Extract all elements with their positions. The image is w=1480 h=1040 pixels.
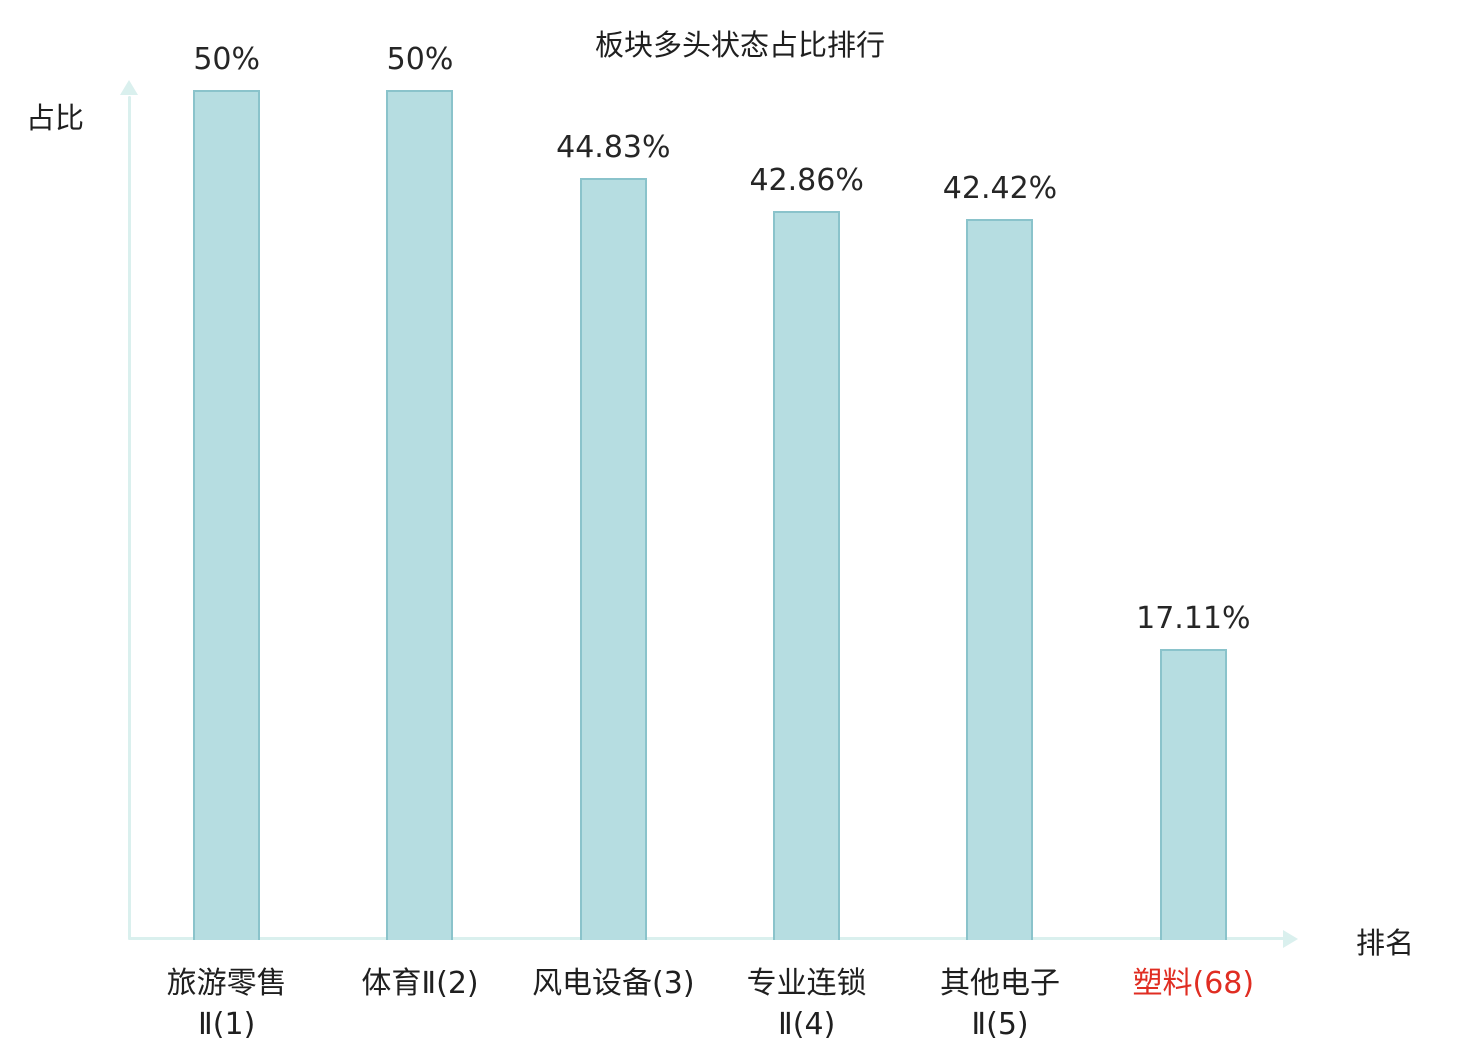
bar-value-label: 50% — [386, 42, 454, 77]
category-label: 其他电子 Ⅱ(5) — [873, 964, 1126, 1040]
bar-column: 44.83% 风电设备(3) — [517, 0, 710, 1001]
bar-value-label: 42.42% — [942, 171, 1058, 206]
bar-column: 42.42% 其他电子 Ⅱ(5) — [903, 0, 1096, 1040]
category-label: 风电设备(3) — [487, 964, 740, 1005]
x-axis-line — [128, 937, 1284, 940]
category-label: 塑料(68) — [1067, 964, 1320, 1005]
y-axis-title: 占比 — [26, 101, 85, 135]
category-label-line: 风电设备(3) — [532, 966, 695, 1001]
category-label-line: 其他电子 — [939, 966, 1060, 1001]
x-axis-title: 排名 — [1356, 926, 1415, 960]
bar-value-label: 42.86% — [749, 163, 864, 198]
bar-value-label: 17.11% — [1136, 601, 1251, 636]
bar-value-label: 44.83% — [556, 130, 671, 165]
category-label: 旅游零售 Ⅱ(1) — [100, 964, 353, 1040]
category-label-line: Ⅱ(4) — [778, 1006, 836, 1040]
bar-column: 50% 体育Ⅱ(2) — [323, 0, 516, 1001]
category-label: 体育Ⅱ(2) — [293, 964, 546, 1005]
bars-container: 50% 旅游零售 Ⅱ(1) 50% 体育Ⅱ(2) 44.83% 风电设备(3) 42.86% 专… — [130, 0, 1290, 1040]
category-label-line: 旅游零售 — [166, 966, 287, 1001]
bar — [193, 90, 261, 940]
bar-column: 42.86% 专业连锁 Ⅱ(4) — [710, 0, 903, 1040]
bar-column: 50% 旅游零售 Ⅱ(1) — [130, 0, 323, 1040]
bar-value-label: 50% — [193, 42, 260, 77]
category-label: 专业连锁 Ⅱ(4) — [680, 964, 933, 1040]
y-axis-arrow-icon — [120, 80, 138, 95]
chart-title: 板块多头状态占比排行 — [594, 28, 885, 62]
category-label-line: Ⅱ(1) — [198, 1006, 256, 1040]
category-label-line: 塑料(68) — [1132, 966, 1255, 1001]
category-label-line: Ⅱ(5) — [971, 1006, 1029, 1040]
bar — [966, 219, 1034, 940]
bar — [773, 211, 841, 940]
bar-column: 17.11% 塑料(68) — [1097, 0, 1290, 1001]
bar — [579, 178, 647, 940]
bar — [386, 90, 454, 940]
y-axis-line — [128, 96, 131, 940]
x-axis-arrow-icon — [1283, 930, 1298, 948]
category-label-line: 专业连锁 — [746, 966, 867, 1001]
category-label-line: 体育Ⅱ(2) — [361, 966, 479, 1001]
bar — [1159, 649, 1227, 940]
